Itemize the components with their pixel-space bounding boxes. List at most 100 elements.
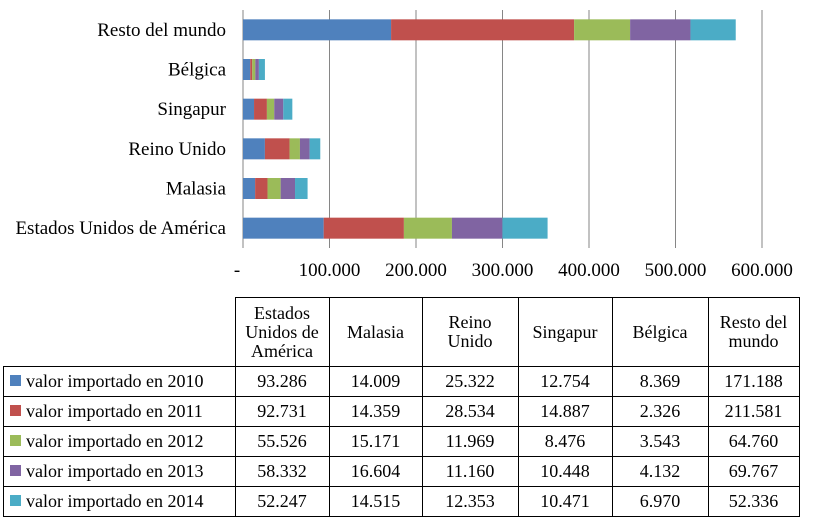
category-labels: Estados Unidos de América Malasia Reino Un… (15, 20, 226, 239)
data-cell: 8.369 (611, 366, 709, 397)
data-cell: 92.731 (234, 396, 330, 427)
data-cell: 25.322 (421, 366, 519, 397)
bar-segment (243, 59, 251, 80)
data-cell: 3.543 (611, 426, 709, 457)
data-cell: 6.970 (611, 486, 709, 517)
legend-swatch (10, 465, 21, 476)
data-cell: 11.969 (421, 426, 519, 457)
data-cell: 16.604 (328, 456, 423, 487)
bar-segment (630, 19, 691, 41)
series-label: valor importado en 2010 (3, 366, 236, 397)
category-label: Bélgica (168, 60, 227, 81)
bar-segment (243, 98, 255, 120)
category-label: Resto del mundo (97, 20, 226, 41)
bar-segment (574, 19, 631, 41)
data-cell: 11.160 (421, 456, 519, 487)
bar-segment (252, 59, 256, 80)
bar-segment (254, 98, 267, 120)
bar-segment (283, 98, 293, 120)
data-table-body: valor importado en 2010 93.286 14.009 25.32… (3, 366, 800, 517)
bar-segment (255, 59, 259, 80)
data-cell: 12.754 (517, 366, 613, 397)
bar-segment (243, 19, 392, 41)
series-label: valor importado en 2011 (3, 396, 236, 427)
category-label: Singapur (157, 99, 226, 120)
data-cell: 12.353 (421, 486, 519, 517)
bar-segment (299, 138, 310, 160)
data-table-corner (3, 297, 236, 367)
legend-swatch (10, 375, 21, 386)
x-tick-label: 600.000 (731, 260, 793, 281)
data-table-column-header: Estados Unidos de América (234, 297, 330, 367)
data-cell: 171.188 (707, 366, 800, 397)
bar-segment (391, 19, 575, 41)
bar-segment (280, 178, 296, 199)
data-cell: 10.471 (517, 486, 613, 517)
data-cell: 52.336 (707, 486, 800, 517)
x-tick-label: 400.000 (558, 260, 620, 281)
data-cell: 14.887 (517, 396, 613, 427)
bar-segment (267, 178, 281, 199)
bar-segments (243, 19, 736, 239)
data-cell: 28.534 (421, 396, 519, 427)
series-label: valor importado en 2013 (3, 456, 236, 487)
data-table: Estados Unidos de América Malasia Reino Unido… (3, 297, 800, 517)
bar-segment (243, 138, 265, 160)
data-cell: 93.286 (234, 366, 330, 397)
x-tick-label: - (234, 260, 240, 281)
category-label: Estados Unidos de América (15, 218, 226, 239)
data-cell: 52.247 (234, 486, 330, 517)
bar-segment (502, 217, 548, 239)
category-label: Malasia (166, 179, 227, 200)
data-cell: 64.760 (707, 426, 800, 457)
data-table-row: valor importado en 2013 58.332 16.604 11.16… (3, 456, 800, 487)
series-label: valor importado en 2014 (3, 486, 236, 517)
data-table-column-header: Bélgica (611, 297, 709, 367)
category-label: Reino Unido (128, 139, 226, 160)
data-cell: 211.581 (707, 396, 800, 427)
data-table-column-header: Malasia (328, 297, 423, 367)
data-table-row: valor importado en 2014 52.247 14.515 12.35… (3, 486, 800, 517)
bar-segment (243, 217, 324, 239)
data-table-column-header: Singapur (517, 297, 613, 367)
x-tick-label: 500.000 (645, 260, 707, 281)
bar-segment (274, 98, 284, 120)
bar-segment (255, 178, 268, 199)
bar-segment (403, 217, 452, 239)
stacked-bar-chart: Estados Unidos de América Malasia Reino Un… (15, 10, 793, 281)
bar-segment (323, 217, 404, 239)
bar-segment (451, 217, 503, 239)
data-table-column-header: Reino Unido (421, 297, 519, 367)
series-label: valor importado en 2012 (3, 426, 236, 457)
legend-swatch (10, 435, 21, 446)
data-cell: 8.476 (517, 426, 613, 457)
bar-segment (309, 138, 321, 160)
x-tick-label: 300.000 (472, 260, 534, 281)
data-table-header-row: Estados Unidos de América Malasia Reino Unido… (3, 297, 800, 367)
bar-segment (243, 178, 256, 199)
data-cell: 58.332 (234, 456, 330, 487)
data-cell: 55.526 (234, 426, 330, 457)
x-axis-tick-labels: - 100.000 200.000 300.000 400.000 500.000 600.… (234, 260, 793, 281)
data-cell: 14.009 (328, 366, 423, 397)
legend-swatch (10, 405, 21, 416)
data-table-row: valor importado en 2011 92.731 14.359 28.53… (3, 396, 800, 427)
data-cell: 69.767 (707, 456, 800, 487)
data-table-row: valor importado en 2010 93.286 14.009 25.32… (3, 366, 800, 397)
data-cell: 10.448 (517, 456, 613, 487)
data-cell: 15.171 (328, 426, 423, 457)
x-tick-label: 100.000 (299, 260, 361, 281)
data-cell: 14.359 (328, 396, 423, 427)
data-cell: 2.326 (611, 396, 709, 427)
bar-segment (266, 98, 275, 120)
bar-segment (289, 138, 300, 160)
bar-segment (250, 59, 253, 80)
gridlines (242, 10, 763, 248)
bar-segment (690, 19, 736, 41)
bar-segment (258, 59, 265, 80)
data-table-row: valor importado en 2012 55.526 15.171 11.96… (3, 426, 800, 457)
bar-segment (295, 178, 308, 199)
data-cell: 14.515 (328, 486, 423, 517)
data-cell: 4.132 (611, 456, 709, 487)
data-table-column-header: Resto del mundo (707, 297, 800, 367)
